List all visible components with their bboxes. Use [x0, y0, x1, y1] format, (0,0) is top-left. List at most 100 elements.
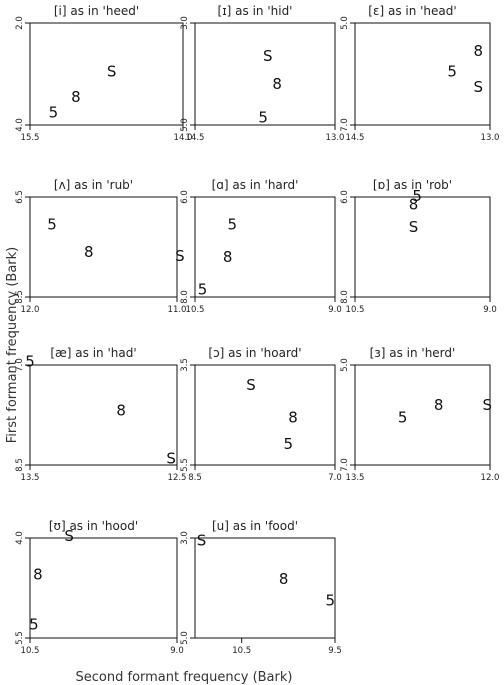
y-tick-label: 5.0: [180, 631, 190, 645]
x-tick-label: 10.5: [186, 305, 205, 315]
panel-frame: [354, 364, 491, 466]
panel-7: [æ] as in 'had' 13.5 12.5 7.0 8.5 5 8 S: [15, 346, 186, 483]
data-point-8: 8: [288, 409, 298, 427]
data-point-8: 8: [116, 401, 126, 419]
y-tick-label: 6.5: [15, 190, 25, 204]
panel-title: [ɑ] as in 'hard': [212, 178, 299, 192]
panel-frame: [194, 364, 336, 466]
x-tick-label: 12.0: [481, 473, 500, 483]
y-tick-label: 8.0: [340, 290, 350, 304]
panel-frame: [194, 22, 336, 126]
panel-title: [ɪ] as in 'hid': [218, 4, 293, 18]
y-tick-label: 4.0: [15, 118, 25, 132]
x-tick-label: 9.0: [328, 305, 342, 315]
x-tick-label: 14.5: [186, 133, 205, 143]
y-tick-label: 8.5: [15, 290, 25, 304]
panel-frame: [29, 537, 178, 639]
y-tick-label: 5.5: [180, 458, 190, 472]
y-tick-label: 6.0: [340, 190, 350, 204]
data-point-8: 8: [84, 243, 94, 261]
panel-title: [ʊ] as in 'hood': [49, 519, 138, 533]
data-point-s: S: [107, 62, 117, 80]
panel-4: [ʌ] as in 'rub' 12.0 11.0 6.5 8.5 5 8 S: [15, 178, 186, 315]
panel-title: [ɔ] as in 'hoard': [208, 346, 301, 360]
data-point-8: 8: [279, 570, 289, 588]
data-point-s: S: [483, 396, 493, 414]
x-tick-label: 13.5: [346, 473, 365, 483]
panel-6: [ɒ] as in 'rob' 10.5 9.0 6.0 8.0 58 S: [340, 178, 497, 315]
panel-frame: [29, 364, 178, 466]
panel-1: [i] as in 'heed' 15.5 14.0 2.0 4.0 S 85: [15, 4, 192, 143]
x-tick-label: 9.5: [328, 646, 342, 656]
panel-3: [ɛ] as in 'head' 14.5 13.0 5.0 7.0 85S: [340, 4, 499, 143]
x-tick-label: 10.5: [346, 305, 365, 315]
y-tick-label: 3.0: [180, 531, 190, 545]
y-tick-label: 5.0: [340, 16, 350, 30]
data-point-5: 5: [25, 353, 35, 371]
data-point-s: S: [246, 376, 256, 394]
data-point-5: 5: [258, 108, 268, 126]
data-point-s: S: [175, 247, 185, 265]
y-tick-label: 4.0: [15, 531, 25, 545]
y-tick-label: 8.5: [15, 458, 25, 472]
panel-frame: [354, 22, 491, 126]
y-tick-label: 3.0: [180, 16, 190, 30]
x-tick-label: 14.5: [346, 133, 365, 143]
panel-title: [ʌ] as in 'rub': [54, 178, 133, 192]
panel-title: [u] as in 'food': [212, 519, 298, 533]
data-point-s: S: [197, 532, 207, 550]
x-tick-label: 12.0: [21, 305, 40, 315]
panel-title: [æ] as in 'had': [50, 346, 136, 360]
y-tick-label: 5.0: [180, 118, 190, 132]
data-point-5: 5: [412, 187, 422, 205]
x-tick-label: 10.5: [21, 646, 40, 656]
data-point-8: 8: [272, 75, 282, 93]
data-point-5: 5: [326, 592, 336, 610]
y-tick-label: 7.0: [340, 458, 350, 472]
x-tick-label: 8.5: [188, 473, 202, 483]
panel-title: [i] as in 'heed': [54, 4, 139, 18]
y-tick-label: 5.0: [340, 358, 350, 372]
y-tick-label: 3.5: [180, 358, 190, 372]
data-point-5: 5: [398, 409, 408, 427]
x-tick-label: 9.0: [483, 305, 497, 315]
y-tick-label: 7.0: [15, 358, 25, 372]
data-point-5: 5: [198, 281, 208, 299]
panel-frame: [29, 22, 184, 126]
panel-8: [ɔ] as in 'hoard' 8.5 7.0 3.5 5.5 S 8 5: [180, 346, 342, 483]
data-point-8: 8: [474, 42, 484, 60]
data-point-s: S: [474, 78, 484, 96]
x-tick-label: 15.5: [21, 133, 40, 143]
data-point-5: 5: [47, 216, 57, 234]
y-tick-label: 6.0: [180, 190, 190, 204]
y-tick-label: 5.5: [15, 631, 25, 645]
panel-title: [ɜ] as in 'herd': [370, 346, 456, 360]
panel-frame: [194, 196, 336, 298]
y-tick-label: 8.0: [180, 290, 190, 304]
panel-9: [ɜ] as in 'herd' 13.5 12.0 5.0 7.0 5 8 S: [340, 346, 499, 483]
data-point-8: 8: [71, 88, 81, 106]
data-point-5: 5: [49, 103, 59, 121]
data-point-s: S: [263, 47, 273, 65]
y-axis-title: First formant frequency (Bark): [5, 247, 20, 443]
data-point-5: 5: [29, 616, 39, 634]
data-point-5: 5: [228, 216, 238, 234]
data-point-s: S: [166, 449, 176, 467]
x-tick-label: 7.0: [328, 473, 342, 483]
data-point-8: 8: [434, 396, 444, 414]
data-point-5: 5: [284, 435, 294, 453]
x-tick-label: 11.0: [168, 305, 187, 315]
data-point-8: 8: [223, 248, 233, 266]
panel-11: [u] as in 'food' 10.5 9.5 3.0 5.0 S 8 5: [180, 519, 342, 656]
x-tick-label: 13.0: [326, 133, 345, 143]
panel-frame: [354, 196, 491, 298]
x-tick-label: 9.0: [170, 646, 184, 656]
x-tick-label: 14.0: [174, 133, 193, 143]
data-point-8: 8: [33, 566, 43, 584]
panel-2: [ɪ] as in 'hid' 14.5 13.0 3.0 5.0 S 85: [180, 4, 344, 143]
data-point-5: 5: [447, 62, 457, 80]
x-tick-label: 10.5: [232, 646, 251, 656]
